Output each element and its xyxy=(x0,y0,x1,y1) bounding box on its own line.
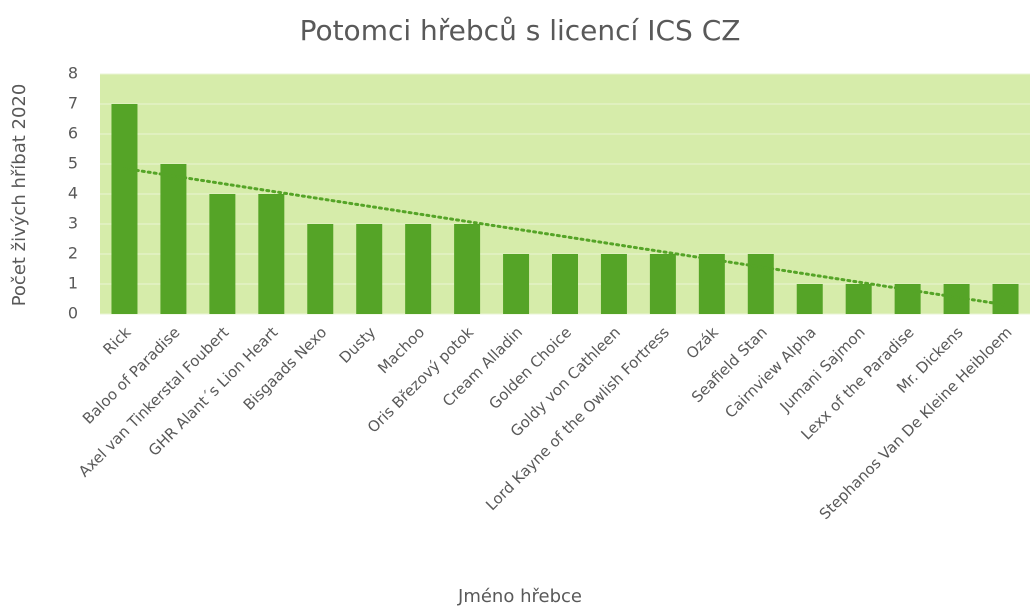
bar xyxy=(307,224,334,314)
y-tick-label: 2 xyxy=(68,244,78,263)
y-tick-label: 7 xyxy=(68,94,78,113)
y-tick-label: 3 xyxy=(68,214,78,233)
bar xyxy=(503,254,530,314)
bar xyxy=(258,194,285,314)
chart-title: Potomci hřebců s licencí ICS CZ xyxy=(300,14,741,47)
bar xyxy=(209,194,236,314)
bar xyxy=(600,254,627,314)
x-tick-label: Ozák xyxy=(683,323,723,363)
x-axis-title: Jméno hřebce xyxy=(457,586,582,607)
bar xyxy=(796,284,823,314)
x-tick-label: Jumani Sajmon xyxy=(776,323,869,416)
y-tick-label: 6 xyxy=(68,124,78,143)
bar xyxy=(845,284,872,314)
bar xyxy=(160,164,187,314)
x-tick-label: Lord Kayne of the Owlish Fortress xyxy=(482,323,673,514)
bar xyxy=(454,224,481,314)
bar xyxy=(992,284,1019,314)
y-tick-label: 8 xyxy=(68,64,78,83)
bar xyxy=(405,224,432,314)
bar xyxy=(698,254,725,314)
y-tick-label: 0 xyxy=(68,304,78,323)
x-tick-label: Dusty xyxy=(336,323,380,367)
bar xyxy=(649,254,676,314)
bar xyxy=(552,254,578,314)
bar xyxy=(111,104,138,314)
y-tick-label: 1 xyxy=(68,274,78,293)
y-axis-title: Počet živých hříbat 2020 xyxy=(9,84,30,307)
bar xyxy=(356,224,383,314)
x-tick-label: Cairnview Alpha xyxy=(721,323,819,421)
x-tick-label: Rick xyxy=(99,323,134,358)
bar xyxy=(747,254,774,314)
x-tick-label: Bisgaads Nexo xyxy=(240,323,331,414)
y-tick-label: 5 xyxy=(68,154,78,173)
trendline xyxy=(122,166,1008,307)
y-tick-label: 4 xyxy=(68,184,78,203)
